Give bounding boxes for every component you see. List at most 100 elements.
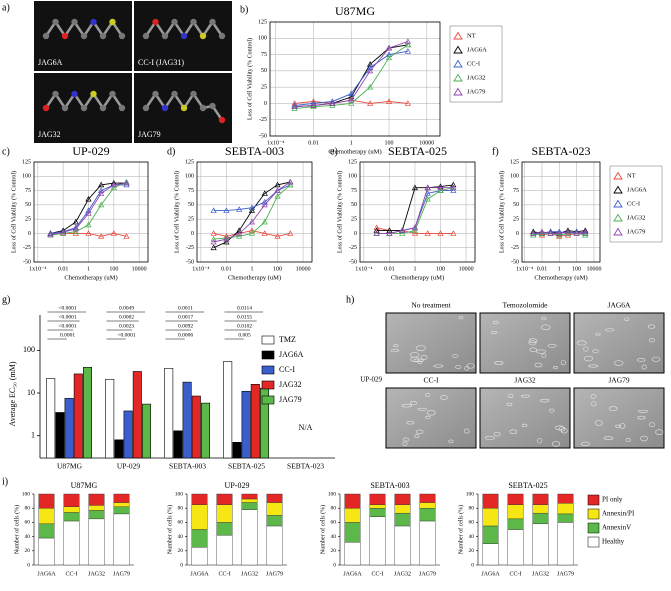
bar-segment	[216, 534, 233, 566]
atom	[118, 104, 126, 112]
bar	[164, 367, 174, 459]
cell	[417, 407, 427, 411]
bar-segment	[113, 502, 130, 507]
cell	[536, 349, 547, 354]
data-point	[530, 230, 537, 236]
molecule-label: JAG79	[138, 130, 161, 139]
x-tick-label: JAG6A	[343, 571, 362, 577]
image-label: JAG32	[514, 376, 536, 385]
atom	[161, 104, 169, 112]
p-value: 0.0114	[237, 305, 252, 311]
legend-label: NT	[467, 32, 476, 39]
data-point	[210, 207, 217, 213]
cell	[604, 328, 615, 332]
data-point	[411, 230, 419, 236]
bar-segment	[191, 547, 208, 566]
data-point	[385, 54, 393, 61]
y-tick-label: 125	[258, 19, 267, 25]
atom	[52, 18, 59, 26]
y-tick-label: 100	[466, 491, 475, 497]
cell	[553, 366, 558, 370]
bar-segment	[369, 493, 386, 505]
cell	[492, 320, 499, 325]
bar	[173, 430, 183, 459]
data-point	[348, 93, 355, 100]
panel-label: d)	[167, 146, 175, 157]
p-value: <0.0001	[58, 314, 76, 320]
cell	[509, 429, 518, 435]
data-point	[287, 178, 294, 185]
cell	[637, 357, 646, 362]
bar-segment	[369, 504, 386, 509]
legend-label: CC-I	[467, 60, 480, 67]
bar	[55, 412, 65, 459]
data-point	[274, 233, 281, 239]
microscopy-image	[479, 312, 571, 374]
legend-label: TMZ	[279, 335, 296, 344]
data-point	[248, 207, 256, 213]
data-point	[123, 233, 130, 239]
legend-marker	[613, 213, 623, 222]
y-tick-label: 50	[188, 202, 194, 208]
y-tick-label: -25	[23, 245, 31, 251]
cell	[637, 415, 646, 420]
y-tick-label: -50	[349, 259, 357, 265]
cell	[540, 398, 550, 403]
image-label: JAG79	[608, 376, 630, 385]
cell	[433, 364, 444, 368]
cell	[493, 431, 501, 437]
p-value: 0.0092	[178, 323, 193, 329]
bar	[46, 378, 56, 459]
x-tick-label: 100	[572, 266, 581, 272]
molecule-label: JAG32	[38, 130, 61, 139]
data-point	[582, 230, 589, 236]
data-point	[404, 41, 412, 48]
data-point	[261, 201, 268, 208]
data-point	[274, 181, 281, 188]
atom	[52, 90, 59, 98]
bar	[114, 439, 124, 459]
bar-segment	[482, 493, 499, 509]
data-point	[98, 201, 105, 208]
data-point	[367, 83, 374, 90]
data-point	[385, 98, 393, 104]
p-value: 0.0017	[178, 314, 193, 320]
bar-segment	[507, 493, 524, 505]
data-point	[274, 193, 281, 199]
data-point	[223, 207, 230, 213]
y-axis-label: Loss of Cell Viability (% Control)	[336, 171, 343, 253]
x-axis-label: Chemotherapy (uM)	[228, 274, 281, 281]
atom	[90, 90, 97, 98]
chart-title: U87MG	[335, 4, 375, 18]
y-tick-label: 80	[25, 505, 31, 511]
data-point	[538, 231, 546, 238]
cell	[485, 435, 495, 440]
chart-title: SEBTA-025	[388, 144, 447, 158]
data-point	[72, 230, 79, 236]
cell	[608, 406, 618, 412]
y-tick-label: 0	[471, 562, 474, 568]
data-point	[72, 225, 79, 232]
data-point	[85, 221, 92, 228]
x-tick-label: JAG79	[113, 571, 130, 577]
x-tick-label: 0.01	[58, 266, 69, 272]
bar-segment	[557, 493, 574, 504]
x-tick-label: JAG6A	[190, 571, 209, 577]
data-point	[248, 218, 256, 225]
panel-label: a)	[2, 2, 10, 13]
cell	[640, 435, 648, 442]
y-axis-label: Loss of Cell Viability (% Control)	[173, 171, 180, 253]
cell	[415, 345, 426, 351]
legend-label: CC-I	[627, 200, 640, 207]
legend-swatch	[587, 508, 600, 520]
y-tick-label: -50	[23, 259, 31, 265]
image-label: Temozolomide	[503, 301, 549, 310]
legend-label: JAG6A	[279, 350, 304, 359]
data-point	[424, 190, 431, 196]
cell	[647, 324, 656, 329]
y-tick-label: 20	[178, 548, 184, 554]
legend-label: JAG79	[627, 228, 645, 235]
data-point	[367, 64, 374, 70]
cell	[521, 423, 528, 428]
cell	[393, 344, 399, 348]
